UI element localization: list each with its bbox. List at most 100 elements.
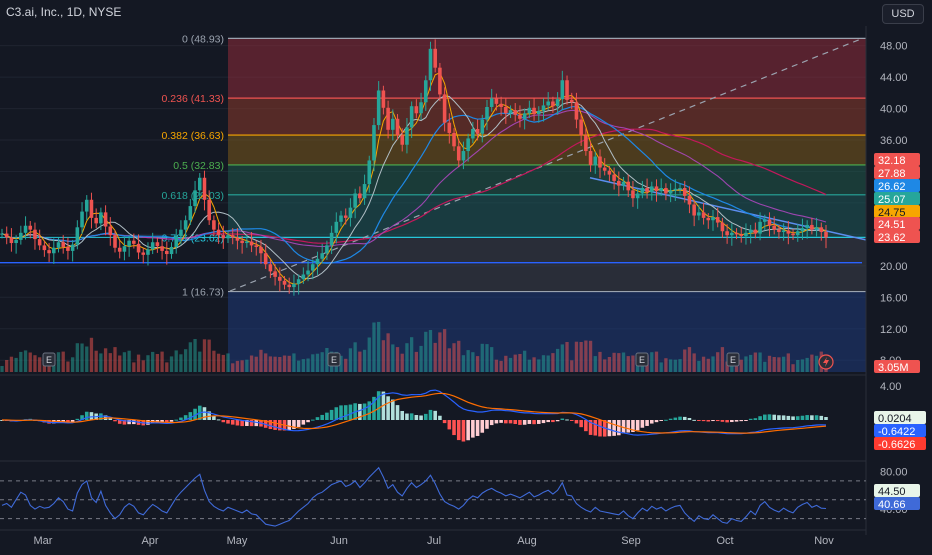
- candle[interactable]: [428, 48, 433, 81]
- candle[interactable]: [273, 271, 277, 277]
- candle[interactable]: [367, 160, 372, 185]
- candle[interactable]: [692, 204, 696, 216]
- candle[interactable]: [362, 184, 367, 199]
- candle[interactable]: [786, 230, 791, 234]
- candle[interactable]: [513, 110, 518, 115]
- candle[interactable]: [212, 220, 216, 230]
- candle[interactable]: [527, 107, 532, 114]
- candle[interactable]: [423, 80, 428, 103]
- candle[interactable]: [66, 246, 70, 251]
- candle[interactable]: [89, 199, 94, 218]
- candle[interactable]: [546, 101, 550, 106]
- candle[interactable]: [795, 231, 800, 236]
- candle[interactable]: [99, 212, 103, 224]
- candle[interactable]: [278, 276, 282, 281]
- candle[interactable]: [607, 170, 612, 175]
- candle[interactable]: [372, 125, 376, 161]
- candle[interactable]: [475, 129, 480, 134]
- candle[interactable]: [103, 212, 108, 227]
- candle[interactable]: [664, 187, 668, 194]
- candle[interactable]: [141, 252, 146, 255]
- candle[interactable]: [631, 190, 635, 199]
- candle[interactable]: [805, 224, 809, 229]
- candle[interactable]: [395, 118, 400, 136]
- earnings-marker[interactable]: [42, 352, 56, 367]
- candle[interactable]: [179, 229, 183, 236]
- candle[interactable]: [725, 231, 729, 236]
- candle[interactable]: [668, 190, 673, 194]
- candle[interactable]: [452, 132, 456, 147]
- candle[interactable]: [339, 215, 343, 222]
- candle[interactable]: [122, 246, 127, 252]
- candle[interactable]: [329, 232, 334, 246]
- candle[interactable]: [0, 233, 4, 235]
- candle[interactable]: [37, 239, 42, 246]
- candle[interactable]: [471, 129, 475, 139]
- candle[interactable]: [245, 241, 249, 244]
- candle[interactable]: [296, 279, 301, 284]
- candle[interactable]: [343, 215, 348, 218]
- candle[interactable]: [734, 232, 739, 235]
- candle[interactable]: [461, 151, 466, 161]
- candle[interactable]: [61, 242, 66, 247]
- candle[interactable]: [489, 98, 494, 107]
- candle[interactable]: [810, 224, 814, 230]
- candle[interactable]: [824, 232, 828, 238]
- candle[interactable]: [348, 207, 353, 218]
- trend-line-dashed[interactable]: [229, 38, 863, 292]
- candle[interactable]: [687, 195, 692, 205]
- earnings-marker[interactable]: [635, 352, 649, 367]
- candle[interactable]: [386, 107, 390, 130]
- candle[interactable]: [169, 246, 174, 255]
- candle[interactable]: [480, 119, 485, 134]
- candle[interactable]: [183, 220, 188, 230]
- candle[interactable]: [598, 156, 602, 168]
- candle[interactable]: [240, 240, 244, 244]
- candle[interactable]: [673, 188, 678, 191]
- candle[interactable]: [772, 225, 776, 230]
- candle[interactable]: [659, 187, 663, 192]
- candle[interactable]: [753, 229, 758, 234]
- candle[interactable]: [494, 98, 499, 104]
- candle[interactable]: [405, 127, 409, 145]
- candle[interactable]: [645, 187, 649, 192]
- candle[interactable]: [14, 239, 18, 244]
- candle[interactable]: [132, 240, 136, 244]
- candle[interactable]: [282, 280, 287, 285]
- candle[interactable]: [508, 110, 513, 114]
- candle[interactable]: [678, 187, 682, 189]
- candle[interactable]: [249, 241, 254, 246]
- candle[interactable]: [456, 146, 461, 161]
- candle[interactable]: [569, 99, 574, 103]
- symbol-title[interactable]: C3.ai, Inc., 1D, NYSE: [6, 5, 122, 19]
- candle[interactable]: [188, 206, 193, 221]
- candle[interactable]: [52, 247, 56, 254]
- candle[interactable]: [127, 240, 131, 247]
- candle[interactable]: [353, 193, 357, 208]
- candle[interactable]: [320, 253, 324, 259]
- candle[interactable]: [202, 177, 207, 200]
- candle[interactable]: [315, 258, 320, 265]
- candle[interactable]: [56, 242, 61, 248]
- candle[interactable]: [334, 221, 339, 233]
- candle[interactable]: [781, 230, 786, 233]
- candle[interactable]: [748, 229, 753, 233]
- candle[interactable]: [230, 235, 235, 238]
- candle[interactable]: [47, 250, 51, 254]
- candle[interactable]: [42, 245, 47, 251]
- candle[interactable]: [70, 244, 75, 251]
- candle[interactable]: [254, 245, 259, 247]
- candle[interactable]: [19, 232, 23, 240]
- candle[interactable]: [221, 235, 226, 239]
- macd-signal-line[interactable]: [2, 392, 827, 434]
- candle[interactable]: [504, 106, 508, 114]
- candle[interactable]: [259, 246, 263, 254]
- candle[interactable]: [358, 193, 362, 199]
- candle[interactable]: [701, 212, 706, 218]
- candle[interactable]: [325, 245, 329, 254]
- candle[interactable]: [626, 181, 631, 191]
- earnings-marker[interactable]: [726, 352, 740, 367]
- candle[interactable]: [23, 225, 28, 233]
- candle[interactable]: [414, 106, 419, 114]
